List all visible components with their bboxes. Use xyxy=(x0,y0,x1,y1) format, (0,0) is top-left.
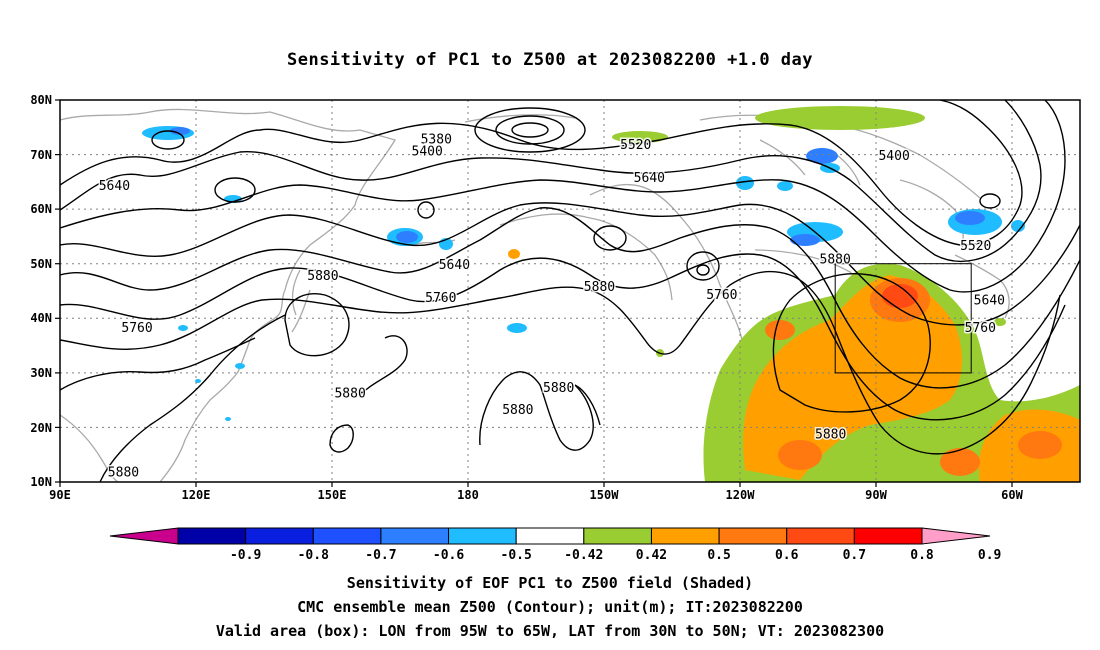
contour-label: 5880 xyxy=(815,427,846,442)
lat-label: 10N xyxy=(30,475,52,489)
caption-line-2: CMC ensemble mean Z500 (Contour); unit(m… xyxy=(297,598,803,616)
lon-label: 120W xyxy=(726,488,756,502)
z500-contours xyxy=(60,100,1080,482)
colorbar-label: 0.6 xyxy=(775,548,799,563)
colorbar-label: -0.7 xyxy=(365,548,396,563)
colorbar-label: -0.42 xyxy=(564,548,603,563)
lat-label: 20N xyxy=(30,421,52,435)
colorbar-segment xyxy=(718,527,788,545)
lon-label: 150E xyxy=(318,488,347,502)
contour-label: 5760 xyxy=(706,288,737,303)
colorbar-label: 0.8 xyxy=(910,548,934,563)
colorbar-segment xyxy=(312,527,382,545)
contour-label: 5880 xyxy=(820,253,851,268)
axis-ticks xyxy=(55,99,1013,487)
map-frame xyxy=(59,99,1081,483)
colorbar-label: -0.6 xyxy=(433,548,464,563)
colorbar-high-extension xyxy=(921,527,991,545)
contour-label: 5400 xyxy=(412,145,443,160)
lon-label: 60W xyxy=(1001,488,1023,502)
colorbar-low-extension xyxy=(109,527,179,545)
contour-label: 5400 xyxy=(878,149,909,164)
chart-title: Sensitivity of PC1 to Z500 at 2023082200… xyxy=(286,50,813,70)
contour-label: 5640 xyxy=(634,171,665,186)
contour-label: 5880 xyxy=(307,269,338,284)
contour-label: 5520 xyxy=(960,239,991,254)
colorbar: -0.9 -0.8 -0.7 -0.6 -0.5 -0.42 0.42 0.5 0.6 0.7 0.… xyxy=(109,527,1001,563)
colorbar-segment xyxy=(515,527,585,545)
colorbar-segment xyxy=(448,527,517,545)
colorbar-segment xyxy=(583,527,652,545)
colorbar-label: -0.8 xyxy=(298,548,329,563)
caption-line-1: Sensitivity of EOF PC1 to Z500 field (Sh… xyxy=(346,574,754,592)
contour-label: 5880 xyxy=(543,381,574,396)
lat-label: 30N xyxy=(30,366,52,380)
colorbar-segment xyxy=(245,527,314,545)
colorbar-segment xyxy=(380,527,450,545)
lat-label: 80N xyxy=(30,93,52,107)
colorbar-segment xyxy=(650,527,720,545)
contour-label: 5880 xyxy=(502,403,533,418)
colorbar-label: 0.7 xyxy=(843,548,866,563)
contour-label: 5760 xyxy=(425,291,456,306)
contour-label: 5380 xyxy=(421,133,452,148)
contour-label: 5640 xyxy=(99,179,130,194)
contour-label: 5520 xyxy=(620,138,651,153)
contour-label: 5880 xyxy=(334,386,365,401)
contour-label: 5880 xyxy=(584,280,615,295)
contour-label: 5760 xyxy=(121,321,152,336)
colorbar-segment xyxy=(786,527,855,545)
lon-label: 180 xyxy=(457,488,479,502)
lon-label: 90E xyxy=(49,488,71,502)
lat-label: 50N xyxy=(30,257,52,271)
caption-line-3: Valid area (box): LON from 95W to 65W, L… xyxy=(215,622,885,640)
latitude-labels: 80N 70N 60N 50N 40N 30N 20N 10N xyxy=(30,93,52,489)
longitude-labels: 90E 120E 150E 180 150W 120W 90W 60W xyxy=(49,488,1023,502)
colorbar-label: -0.9 xyxy=(230,548,261,563)
lat-label: 60N xyxy=(30,202,52,216)
contour-label: 5640 xyxy=(974,294,1005,309)
lat-label: 40N xyxy=(30,311,52,325)
valid-area-box xyxy=(834,263,972,374)
contour-label: 5880 xyxy=(108,466,139,481)
colorbar-segment xyxy=(177,527,247,545)
contour-label: 5760 xyxy=(965,321,996,336)
lon-label: 150W xyxy=(590,488,620,502)
lon-label: 120E xyxy=(182,488,211,502)
colorbar-label: 0.42 xyxy=(636,548,667,563)
lat-label: 70N xyxy=(30,148,52,162)
contour-label: 5640 xyxy=(439,258,470,273)
colorbar-label: 0.5 xyxy=(707,548,730,563)
colorbar-label: 0.9 xyxy=(978,548,1001,563)
colorbar-label: -0.5 xyxy=(501,548,532,563)
colorbar-segment xyxy=(853,527,923,545)
lon-label: 90W xyxy=(865,488,887,502)
